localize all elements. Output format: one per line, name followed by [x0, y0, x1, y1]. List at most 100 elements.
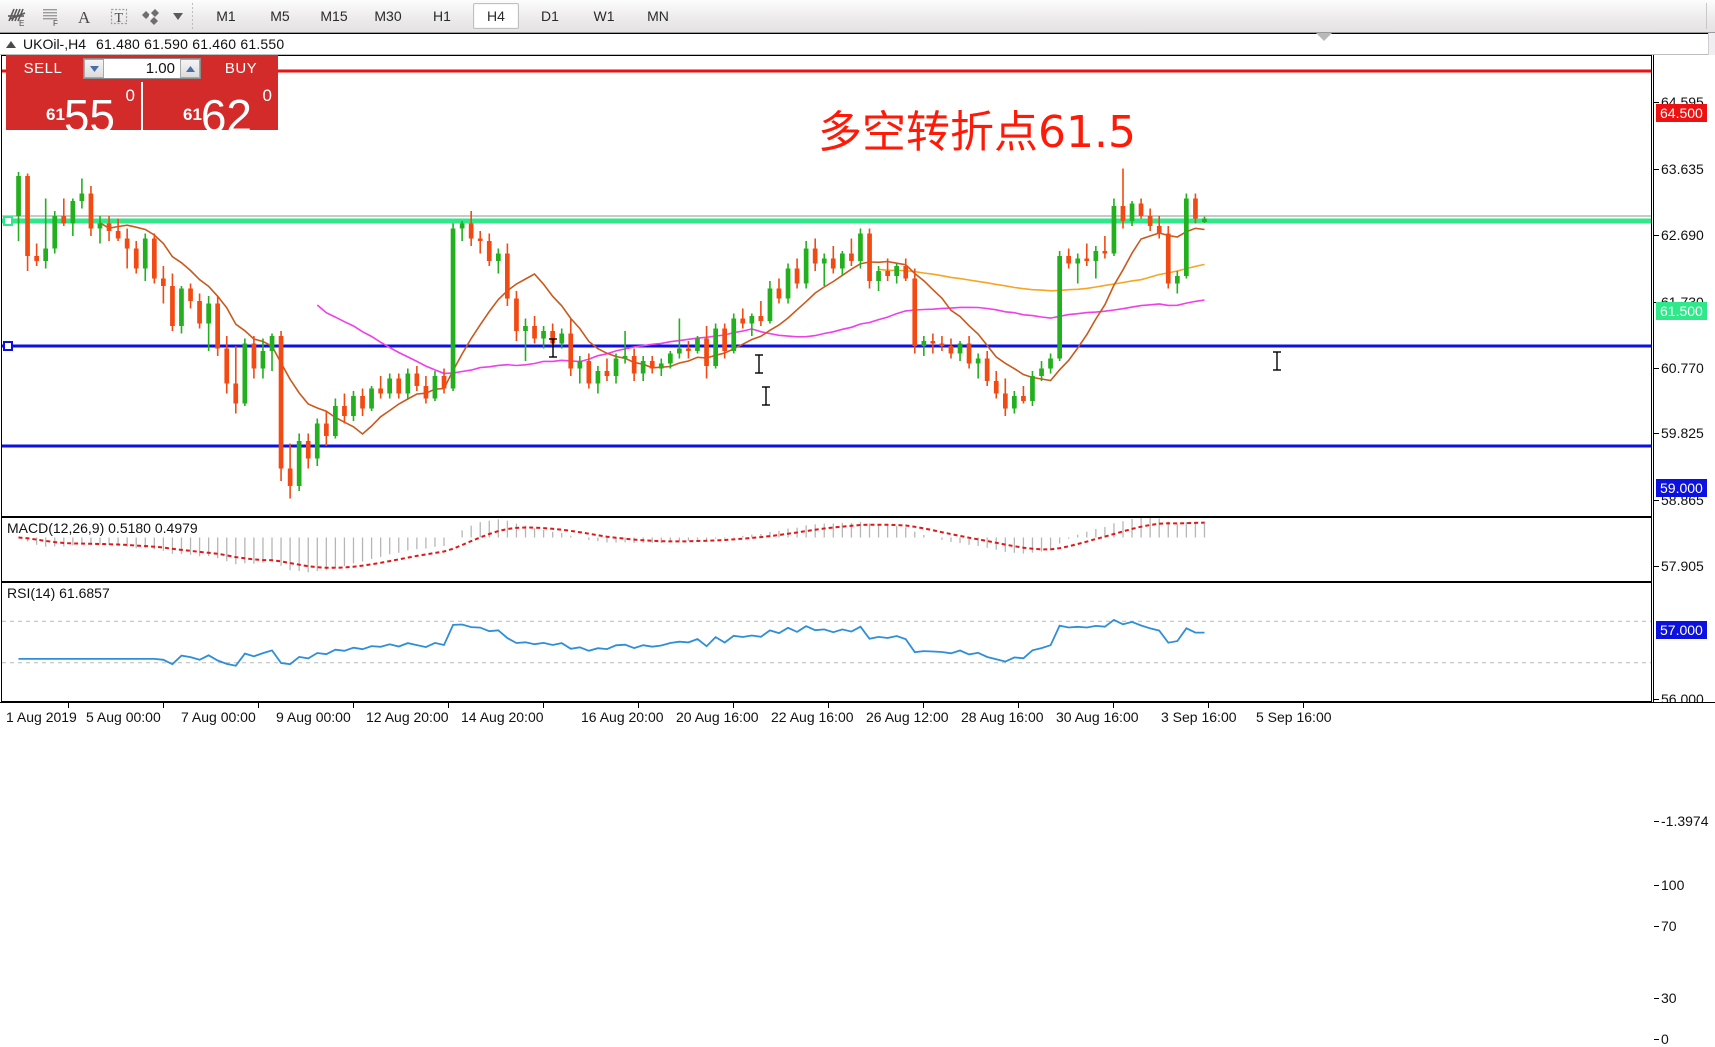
price-axis-tick-label: 60.770 — [1661, 360, 1704, 376]
time-axis-label: 12 Aug 20:00 — [366, 709, 449, 725]
axis-tick — [1654, 885, 1659, 886]
time-axis-tick — [448, 703, 449, 708]
price-plot — [2, 69, 1651, 499]
one-click-trading-panel[interactable]: SELL 1.00 BUY 61 55 0 61 62 0 — [6, 55, 278, 130]
text-tool-icon[interactable]: A — [68, 1, 102, 31]
axis-tick — [1654, 699, 1659, 700]
time-axis-label: 5 Sep 16:00 — [1256, 709, 1332, 725]
timeframe-m5[interactable]: M5 — [270, 8, 290, 24]
time-axis-tick — [543, 703, 544, 708]
time-axis-tick — [1303, 703, 1304, 708]
volume-down-button[interactable] — [84, 59, 104, 78]
time-axis-label: 3 Sep 16:00 — [1161, 709, 1237, 725]
buy-price-fraction: 0 — [262, 86, 272, 105]
time-axis-label: 26 Aug 12:00 — [866, 709, 949, 725]
time-axis-tick — [923, 703, 924, 708]
volume-up-button[interactable] — [180, 59, 200, 78]
timeframe-w1[interactable]: W1 — [593, 8, 615, 24]
volume-stepper[interactable]: 1.00 — [83, 58, 201, 79]
axis-tick — [1654, 433, 1659, 434]
time-axis-tick — [353, 703, 354, 708]
buy-price-lead: 61 — [183, 105, 202, 124]
axis-tick — [1654, 169, 1659, 170]
elliott-wave-icon[interactable]: E — [0, 1, 34, 31]
time-axis[interactable]: 1 Aug 2019 5 Aug 00:00 7 Aug 00:00 9 Aug 00… — [0, 702, 1715, 785]
price-level-badge[interactable]: 59.000 — [1656, 479, 1707, 497]
timeframe-m30[interactable]: M30 — [374, 8, 402, 24]
time-axis-tick — [1113, 703, 1114, 708]
time-axis-tick — [163, 703, 164, 708]
time-axis-label: 20 Aug 16:00 — [676, 709, 759, 725]
buy-button[interactable]: BUY — [224, 60, 258, 77]
rsi-plot — [2, 618, 1651, 667]
axis-tick — [1654, 998, 1659, 999]
time-axis-label: 7 Aug 00:00 — [181, 709, 256, 725]
price-pane[interactable] — [1, 55, 1652, 517]
label-tool-icon[interactable]: T — [102, 1, 136, 31]
time-axis-tick — [828, 703, 829, 708]
timeframe-m1[interactable]: M1 — [216, 8, 236, 24]
rsi-axis-tick-label: 0 — [1661, 1031, 1669, 1047]
toolbar: E F A T — [0, 0, 1715, 33]
axis-tick — [1654, 368, 1659, 369]
timeframe-m15[interactable]: M15 — [320, 8, 348, 24]
ohlc-values: 61.480 61.590 61.460 61.550 — [96, 36, 285, 52]
rsi-axis-tick-label: 70 — [1661, 918, 1677, 934]
chart-annotation-text: 多空转折点61.5 — [818, 107, 1136, 158]
svg-text:F: F — [53, 19, 58, 27]
fibonacci-icon[interactable]: F — [34, 1, 68, 31]
time-axis-label: 16 Aug 20:00 — [581, 709, 664, 725]
timeframe-h4[interactable]: H4 — [473, 3, 519, 29]
sell-price-fraction: 0 — [125, 86, 135, 105]
axis-tick — [1654, 566, 1659, 567]
time-axis-label: 1 Aug 2019 — [6, 709, 77, 725]
buy-price-block[interactable]: 61 62 0 — [143, 82, 278, 130]
rsi-axis-tick-label: 100 — [1661, 877, 1685, 893]
toolbar-separator-right — [1706, 3, 1707, 29]
volume-input[interactable]: 1.00 — [145, 60, 175, 77]
symbol-label: UKOil-,H4 — [23, 36, 87, 52]
time-axis-label: 14 Aug 20:00 — [461, 709, 544, 725]
macd-axis-tick-label: -1.3974 — [1661, 813, 1709, 829]
timeframe-mn[interactable]: MN — [647, 8, 669, 24]
price-axis[interactable]: 64.59563.63562.69061.73060.77059.82558.8… — [1653, 55, 1715, 1047]
objects-dropdown-caret-icon[interactable] — [170, 1, 186, 31]
trade-panel-header: SELL 1.00 BUY — [6, 55, 278, 82]
price-axis-tick-label: 62.690 — [1661, 227, 1704, 243]
time-axis-label: 30 Aug 16:00 — [1056, 709, 1139, 725]
axis-tick — [1654, 500, 1659, 501]
macd-pane[interactable]: MACD(12,26,9) 0.5180 0.4979 — [1, 517, 1652, 582]
timeframe-group: M1 M5 M15 M30 H1 H4 D1 W1 MN — [199, 3, 685, 29]
sell-price-big: 55 — [63, 90, 115, 130]
sell-button[interactable]: SELL — [23, 60, 63, 77]
chart-dropdown-caret-icon[interactable] — [1316, 33, 1332, 41]
objects-icon[interactable] — [136, 1, 170, 31]
sell-price-block[interactable]: 61 55 0 — [6, 82, 141, 130]
rsi-axis-tick-label: 30 — [1661, 990, 1677, 1006]
time-axis-tick — [68, 703, 69, 708]
macd-plot — [18, 518, 1206, 573]
axis-tick — [1654, 926, 1659, 927]
time-axis-label: 5 Aug 00:00 — [86, 709, 161, 725]
price-level-badge[interactable]: 57.000 — [1656, 621, 1707, 639]
time-axis-label: 9 Aug 00:00 — [276, 709, 351, 725]
macd-label: MACD(12,26,9) 0.5180 0.4979 — [7, 520, 198, 536]
time-axis-tick — [638, 703, 639, 708]
rsi-pane[interactable]: RSI(14) 61.6857 — [1, 582, 1652, 702]
axis-tick — [1654, 821, 1659, 822]
price-level-badge[interactable]: 64.500 — [1656, 104, 1707, 122]
time-axis-tick — [1018, 703, 1019, 708]
axis-tick — [1654, 102, 1659, 103]
axis-tick — [1654, 235, 1659, 236]
svg-text:A: A — [78, 8, 91, 27]
price-level-badge[interactable]: 61.500 — [1656, 302, 1707, 320]
timeframe-d1[interactable]: D1 — [541, 8, 559, 24]
time-axis-tick — [258, 703, 259, 708]
collapse-triangle-icon[interactable] — [6, 40, 16, 48]
chart-area: MACD(12,26,9) 0.5180 0.4979 RSI(14) 61.6… — [0, 55, 1715, 1047]
symbol-quote-bar: UKOil-,H4 61.480 61.590 61.460 61.550 — [0, 33, 1715, 55]
timeframe-h1[interactable]: H1 — [433, 8, 451, 24]
sell-price-lead: 61 — [46, 105, 65, 124]
svg-text:E: E — [19, 19, 24, 27]
